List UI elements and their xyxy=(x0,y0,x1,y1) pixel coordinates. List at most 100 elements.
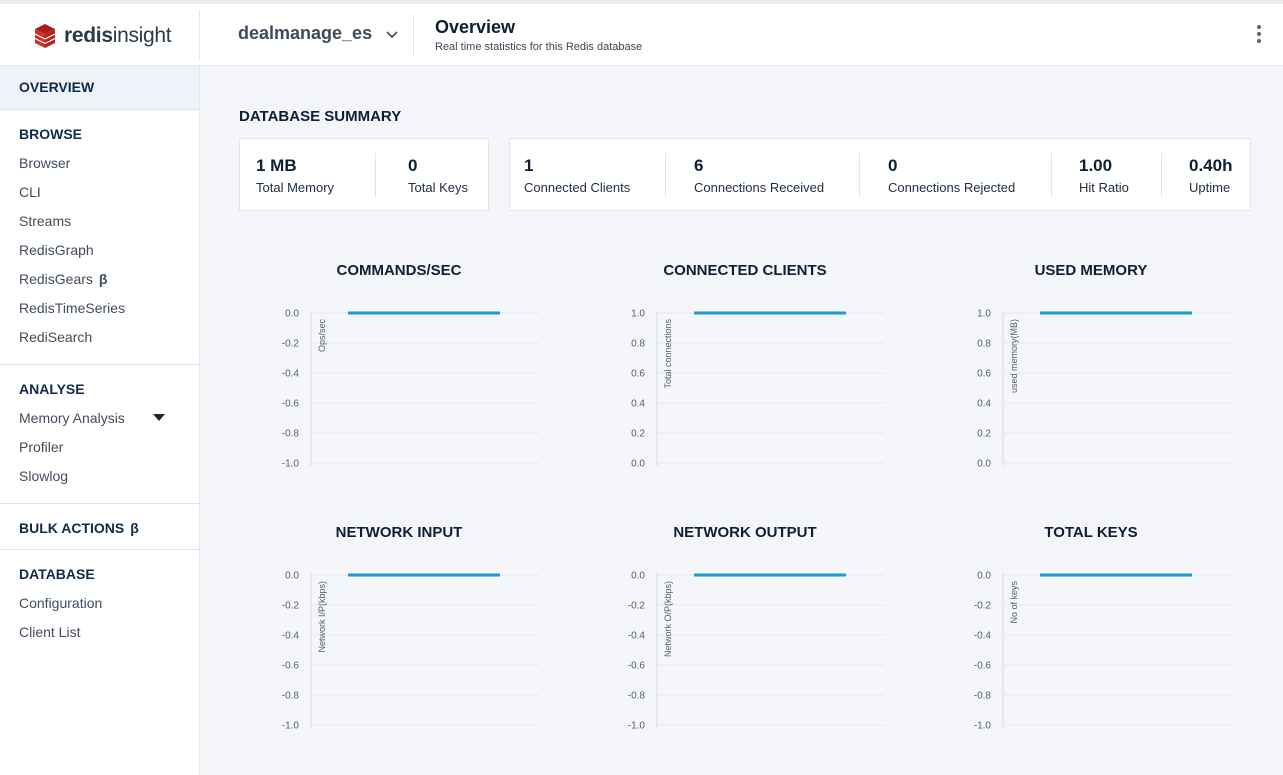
stat-value: 6 xyxy=(694,156,704,175)
sidebar-item-slowlog[interactable]: Slowlog xyxy=(19,468,69,484)
stat-label: Total Memory xyxy=(256,180,335,195)
stat-label: Hit Ratio xyxy=(1079,180,1129,195)
stat-divider xyxy=(375,153,376,197)
header: redisinsight dealmanage_es Overview Real… xyxy=(0,4,1283,66)
stat-value: 1 xyxy=(524,156,534,175)
stat-uptime: 0.40h Uptime xyxy=(1189,139,1249,212)
y-tick-label: -0.8 xyxy=(628,691,646,702)
y-tick-label: -0.2 xyxy=(628,601,646,612)
chart-title: CONNECTED CLIENTS xyxy=(663,262,827,279)
y-axis-label: Ops/sec xyxy=(317,319,327,353)
y-tick-label: -0.4 xyxy=(974,631,992,642)
chart-commands-per-sec: COMMANDS/SEC 0.0 -0.2 -0.4 -0.6 -0.8 -1.0 Ops/… xyxy=(229,262,569,502)
stat-hit-ratio: 1.00 Hit Ratio xyxy=(1079,139,1159,212)
database-name: dealmanage_es xyxy=(238,23,373,43)
y-tick-label: -0.2 xyxy=(282,601,300,612)
y-tick-label: 0.6 xyxy=(631,369,645,380)
sidebar-item-redisearch[interactable]: RediSearch xyxy=(19,329,93,345)
sidebar-item-streams[interactable]: Streams xyxy=(19,213,72,229)
memory-summary-card: 1 MB Total Memory 0 Total Keys xyxy=(239,138,489,211)
y-tick-label: 0.0 xyxy=(285,571,299,582)
y-tick-label: -0.4 xyxy=(282,631,300,642)
page-subtitle: Real time statistics for this Redis data… xyxy=(435,41,643,53)
chart-network-input: NETWORK INPUT 0.0 -0.2 -0.4 -0.6 -0.8 -1.0 Net… xyxy=(229,524,569,764)
stat-label: Total Keys xyxy=(408,180,468,195)
stat-value: 1 MB xyxy=(256,156,297,175)
chart-plot: 0.0 -0.2 -0.4 -0.6 -0.8 -1.0 No of keys xyxy=(974,571,1231,732)
redisinsight-logo[interactable]: redisinsight xyxy=(32,22,172,50)
y-tick-label: -1.0 xyxy=(282,459,300,470)
sidebar-item-profiler[interactable]: Profiler xyxy=(19,439,64,455)
y-tick-label: -0.8 xyxy=(974,691,992,702)
y-axis-label: No of keys xyxy=(1009,581,1019,624)
y-tick-label: 1.0 xyxy=(977,309,991,320)
sidebar-heading-analyse: ANALYSE xyxy=(19,381,85,397)
y-tick-label: 0.6 xyxy=(977,369,991,380)
stat-label: Connections Received xyxy=(694,180,825,195)
sidebar-item-configuration[interactable]: Configuration xyxy=(19,595,103,611)
y-tick-label: 1.0 xyxy=(631,309,645,320)
chart-plot: 0.0 -0.2 -0.4 -0.6 -0.8 -1.0 Network O/P(kbps) xyxy=(628,571,885,732)
header-divider xyxy=(413,14,414,56)
chart-plot: 1.0 0.8 0.6 0.4 0.2 0.0 used memory(MB) xyxy=(977,309,1231,470)
y-tick-label: 0.2 xyxy=(977,429,991,440)
y-axis-label: Network O/P(kbps) xyxy=(663,581,673,657)
sidebar-section-bulk-actions: BULK ACTIONS β xyxy=(0,504,199,550)
y-tick-label: -0.4 xyxy=(628,631,646,642)
y-axis-label: Total connections xyxy=(663,319,673,389)
stat-value: 0.40h xyxy=(1189,156,1233,175)
sidebar-section-analyse: ANALYSE Memory Analysis Profiler Slowlog xyxy=(0,365,199,504)
sidebar-item-bulk-actions[interactable]: BULK ACTIONS β xyxy=(19,520,139,536)
chart-title: NETWORK OUTPUT xyxy=(673,524,817,541)
stat-label: Connections Rejected xyxy=(888,180,1016,195)
redis-logo-icon xyxy=(34,24,56,48)
sidebar-item-client-list[interactable]: Client List xyxy=(19,624,81,640)
stat-value: 1.00 xyxy=(1079,156,1113,175)
chevron-down-icon xyxy=(386,30,398,38)
y-tick-label: 0.0 xyxy=(977,571,991,582)
stat-connections-received: 6 Connections Received xyxy=(694,139,854,212)
connections-summary-card: 1 Connected Clients 6 Connections Receiv… xyxy=(509,138,1251,211)
y-tick-label: 0.0 xyxy=(631,571,645,582)
beta-badge: β xyxy=(130,520,139,536)
chart-network-output: NETWORK OUTPUT 0.0 -0.2 -0.4 -0.6 -0.8 -1.0 Ne… xyxy=(575,524,915,764)
chart-title: COMMANDS/SEC xyxy=(336,262,462,279)
y-tick-label: 0.8 xyxy=(631,339,645,350)
sidebar-item-overview[interactable]: OVERVIEW xyxy=(0,66,199,110)
beta-badge: β xyxy=(98,271,108,287)
y-tick-label: 0.4 xyxy=(631,399,645,410)
sidebar-item-redisgears[interactable]: RedisGears β xyxy=(0,269,199,298)
more-options-icon[interactable] xyxy=(1252,25,1266,49)
sidebar-section-browse: BROWSE Browser CLI Streams RedisGraph Re… xyxy=(0,110,199,365)
y-tick-label: -1.0 xyxy=(974,721,992,732)
chart-connected-clients: CONNECTED CLIENTS 1.0 0.8 0.6 0.4 0.2 0.0 Tota… xyxy=(575,262,915,502)
chart-plot: 0.0 -0.2 -0.4 -0.6 -0.8 -1.0 Ops/sec xyxy=(282,309,539,470)
sidebar-item-redistimeseries[interactable]: RedisTimeSeries xyxy=(19,300,126,316)
top-border xyxy=(0,0,1283,4)
y-axis-label: used memory(MB) xyxy=(1009,319,1019,393)
stat-label: Uptime xyxy=(1189,180,1231,195)
sidebar-item-browser[interactable]: Browser xyxy=(19,155,71,171)
database-selector[interactable]: dealmanage_es xyxy=(238,23,398,44)
sidebar-item-memory-analysis[interactable]: Memory Analysis xyxy=(0,408,199,437)
stat-total-keys: 0 Total Keys xyxy=(408,139,488,212)
header-divider xyxy=(199,10,200,60)
sidebar-item-redisgraph[interactable]: RedisGraph xyxy=(19,242,94,258)
stat-divider xyxy=(1051,153,1052,197)
y-tick-label: -0.6 xyxy=(628,661,646,672)
chart-plot: 0.0 -0.2 -0.4 -0.6 -0.8 -1.0 Network I/P(kbps) xyxy=(282,571,539,732)
sidebar-heading-database: DATABASE xyxy=(19,566,95,582)
sidebar-item-cli[interactable]: CLI xyxy=(19,184,41,200)
y-tick-label: -1.0 xyxy=(628,721,646,732)
caret-down-icon[interactable] xyxy=(153,414,165,421)
y-tick-label: -0.6 xyxy=(282,661,300,672)
chart-total-keys: TOTAL KEYS 0.0 -0.2 -0.4 -0.6 -0.8 -1.0 No of … xyxy=(921,524,1261,764)
y-tick-label: -0.8 xyxy=(282,429,300,440)
y-axis-label: Network I/P(kbps) xyxy=(317,581,327,653)
y-tick-label: 0.4 xyxy=(977,399,991,410)
sidebar: OVERVIEW BROWSE Browser CLI Streams Redi… xyxy=(0,66,200,775)
stat-total-memory: 1 MB Total Memory xyxy=(256,139,376,212)
stat-connected-clients: 1 Connected Clients xyxy=(524,139,664,212)
stat-divider xyxy=(1161,153,1162,197)
y-tick-label: 0.2 xyxy=(631,429,645,440)
